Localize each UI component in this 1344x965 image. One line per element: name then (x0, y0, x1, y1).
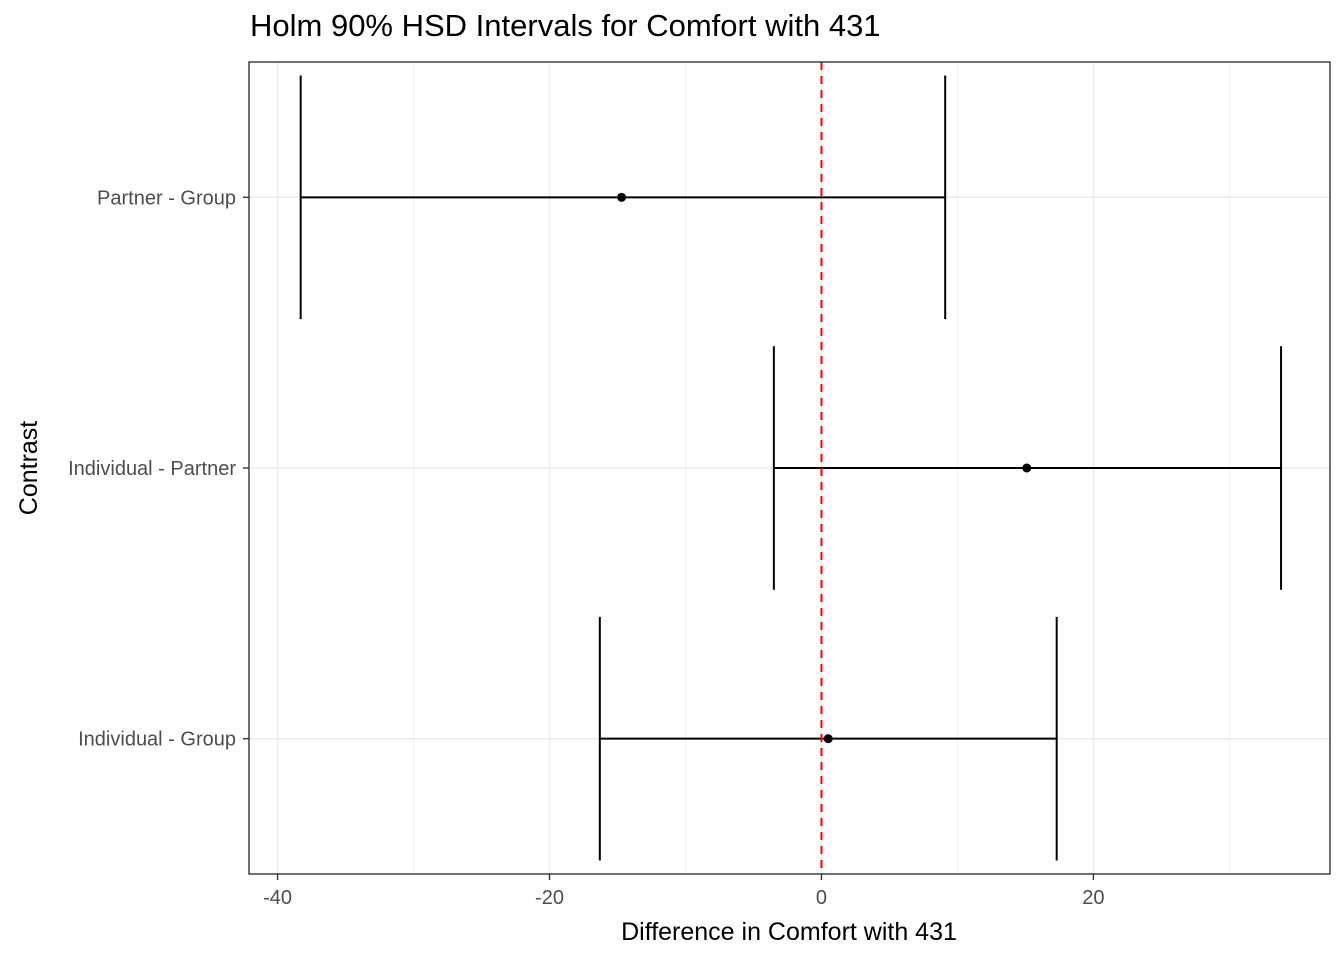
x-tick-label: 0 (816, 887, 827, 909)
intervals (299, 75, 1283, 861)
x-tick-label: 20 (1082, 887, 1104, 909)
x-axis: -40 -20 0 20 (263, 874, 1105, 909)
y-tick-label: Partner - Group (97, 187, 236, 209)
x-tick-label: -20 (535, 887, 564, 909)
y-axis-title: Contrast (15, 421, 43, 516)
x-axis-title: Difference in Comfort with 431 (621, 918, 957, 946)
estimate-point (823, 734, 833, 744)
y-tick-label: Individual - Partner (68, 458, 236, 480)
estimate-point (617, 192, 627, 202)
x-tick-label: -40 (263, 887, 292, 909)
chart-title: Holm 90% HSD Intervals for Comfort with … (250, 8, 881, 43)
estimate-point (1022, 463, 1032, 473)
y-axis: Individual - Group Individual - Partner Pa… (68, 187, 249, 751)
y-tick-label: Individual - Group (78, 729, 236, 751)
